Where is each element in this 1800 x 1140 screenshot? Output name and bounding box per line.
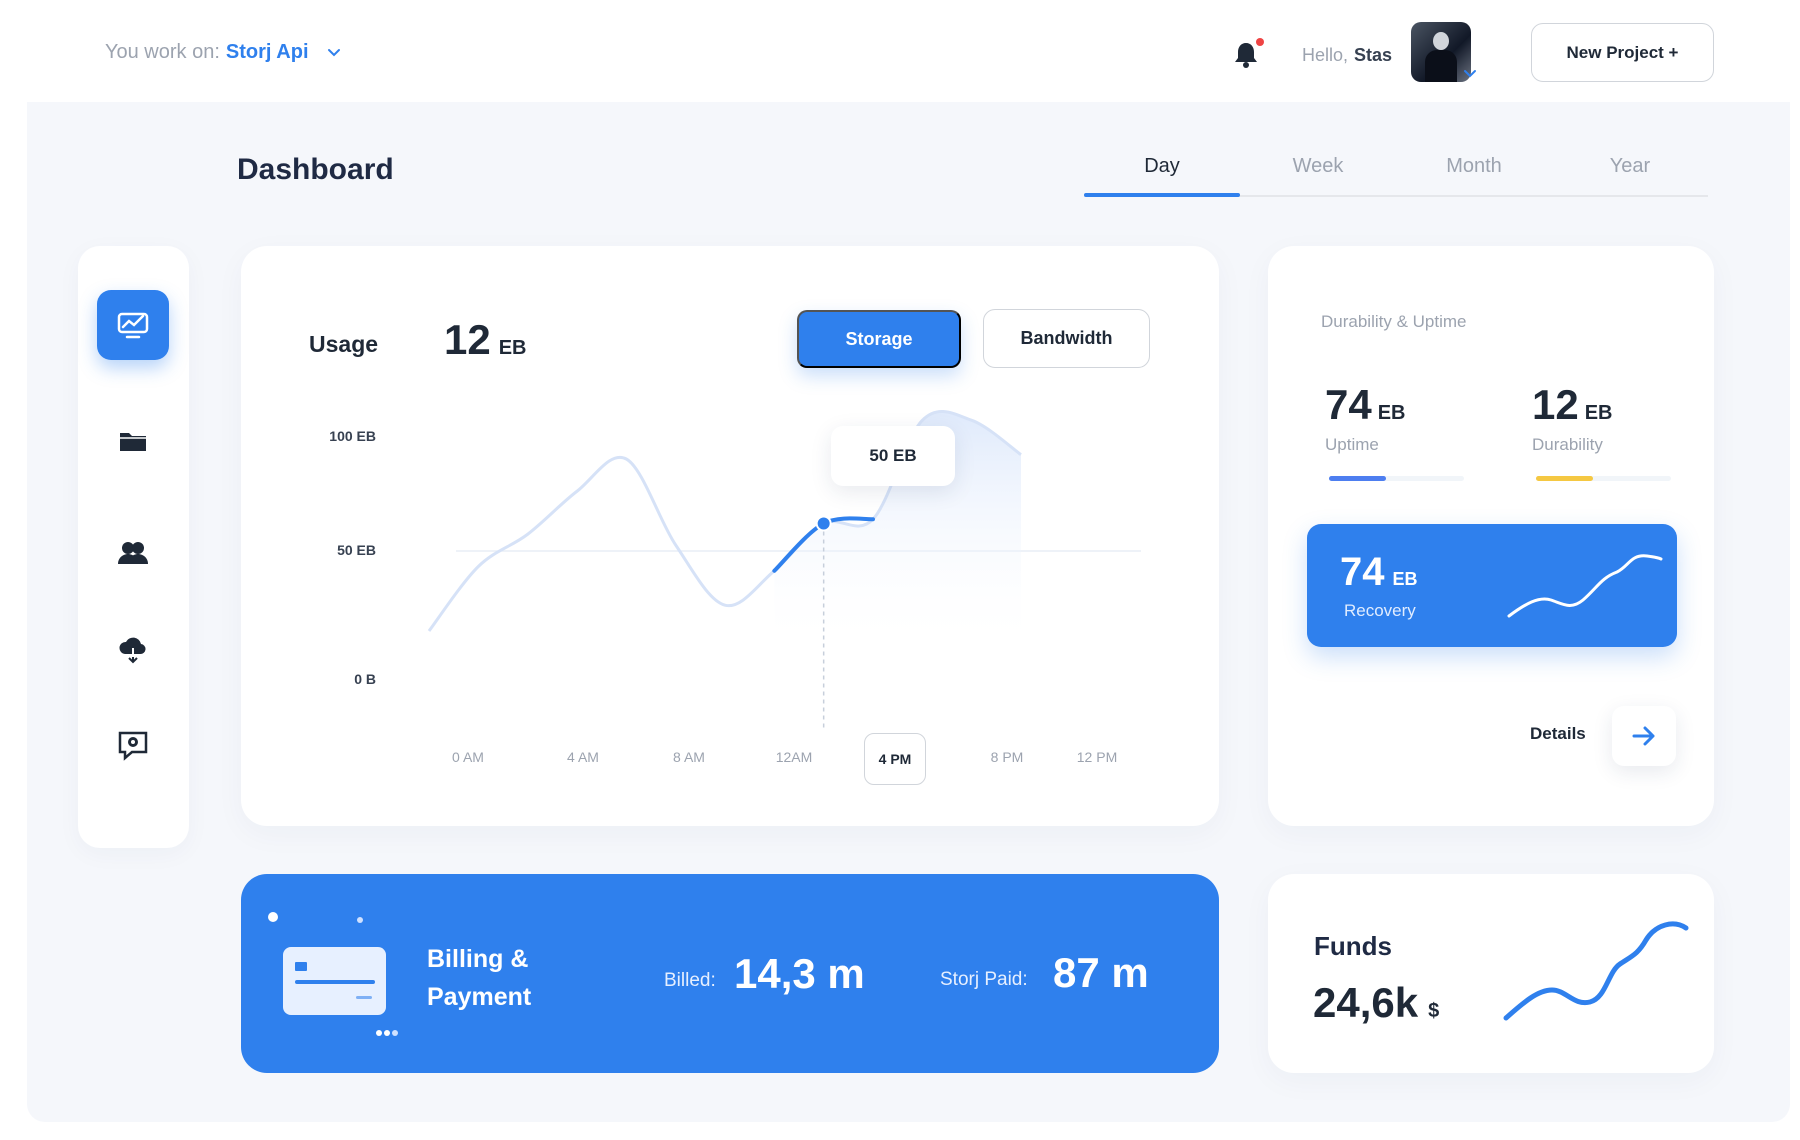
billed-value: 14,3 m: [734, 950, 865, 997]
usage-card: Usage 12 EB Storage Bandwidth 100 EB 50 E…: [241, 246, 1219, 826]
details-arrow-button[interactable]: [1612, 706, 1676, 766]
funds-title: Funds: [1314, 931, 1392, 961]
decor-dot: [268, 912, 278, 922]
x-tick-selected[interactable]: 4 PM: [864, 733, 926, 785]
cloud-upload-icon: [119, 637, 146, 664]
user-name: Stas: [1354, 45, 1393, 65]
project-name[interactable]: Storj Api: [225, 41, 309, 63]
arrow-right-icon: [1632, 726, 1655, 746]
chevron-down-icon[interactable]: [327, 46, 341, 60]
durability-progress: [1536, 476, 1671, 481]
usage-chart: [427, 410, 1141, 731]
funds-sparkline: [1503, 921, 1689, 1021]
y-tick-50: 50 EB: [337, 542, 376, 558]
uptime-unit: EB: [1377, 402, 1406, 424]
project-switcher[interactable]: You work on: Storj Api: [105, 41, 341, 64]
sidebar-item-upload[interactable]: [97, 614, 169, 684]
y-tick-0: 0 B: [354, 671, 376, 687]
durability-title: Durability & Uptime: [1321, 312, 1467, 331]
chart-icon: [117, 312, 149, 339]
durability-label: Durability: [1532, 435, 1603, 454]
storage-button[interactable]: Storage: [797, 310, 961, 368]
tab-day[interactable]: Day: [1084, 145, 1240, 197]
durability-value: 12: [1532, 381, 1579, 428]
highlight-point[interactable]: [815, 515, 832, 532]
work-on-label: You work on:: [105, 41, 220, 63]
folder-icon: [120, 433, 146, 451]
usage-area: [774, 411, 1021, 651]
greeting: Hello, Stas: [1302, 45, 1392, 66]
sidebar-item-users[interactable]: [97, 518, 169, 588]
chart-tooltip: 50 EB: [831, 426, 955, 486]
storj-paid-value: 87 m: [1053, 949, 1149, 996]
tab-year[interactable]: Year: [1609, 155, 1651, 177]
decor-dot: [376, 1030, 382, 1036]
y-tick-100: 100 EB: [329, 428, 376, 444]
tab-week[interactable]: Week: [1292, 155, 1344, 177]
period-tabs: Day Week Month Year: [1084, 145, 1708, 197]
x-tick: 8 PM: [990, 749, 1024, 765]
notification-dot: [1256, 38, 1264, 46]
top-bar: You work on: Storj Api Hello, Stas New Pr…: [0, 0, 1800, 102]
recovery-unit: EB: [1392, 569, 1418, 589]
sidebar-item-files[interactable]: [97, 406, 169, 476]
funds-card[interactable]: Funds 24,6k $: [1268, 874, 1714, 1073]
avatar-body: [1425, 50, 1457, 82]
decor-dot: [392, 1030, 398, 1036]
decor-dot: [384, 1030, 390, 1036]
funds-value: 24,6k $: [1313, 979, 1439, 1027]
usage-label: Usage: [309, 331, 379, 357]
bandwidth-button[interactable]: Bandwidth: [983, 309, 1150, 368]
billing-title: Billing & Payment: [427, 945, 532, 1011]
uptime-progress-fill: [1329, 476, 1386, 481]
durability-stat: 12 EB Durability: [1532, 381, 1613, 455]
recovery-sparkline: [1507, 554, 1663, 618]
x-tick: 12 PM: [1076, 749, 1118, 765]
details-link[interactable]: Details: [1530, 724, 1586, 743]
x-tick: 0 AM: [452, 749, 484, 765]
credit-card-icon: [283, 947, 386, 1015]
recovery-tile[interactable]: 74 EB Recovery: [1307, 524, 1677, 647]
avatar[interactable]: [1411, 22, 1471, 82]
tab-month[interactable]: Month: [1446, 155, 1502, 177]
settings-chat-icon: [118, 731, 148, 761]
sidebar-item-analytics[interactable]: [97, 290, 169, 360]
chevron-down-icon[interactable]: [1462, 68, 1478, 80]
greeting-label: Hello,: [1302, 45, 1349, 65]
funds-amount: 24,6k: [1313, 979, 1419, 1026]
sidebar-item-support-settings[interactable]: [97, 710, 169, 780]
recovery-label: Recovery: [1344, 601, 1416, 620]
billing-card[interactable]: Billing & Payment Billed: 14,3 m Storj P…: [241, 874, 1219, 1073]
uptime-progress: [1329, 476, 1464, 481]
bell-icon[interactable]: [1232, 38, 1264, 70]
x-tick: 8 AM: [673, 749, 705, 765]
funds-currency: $: [1428, 1000, 1440, 1022]
recovery-value: 74: [1340, 550, 1385, 594]
sidebar: [78, 246, 189, 848]
durability-card: Durability & Uptime 74 EB Uptime 12 EB Dur…: [1268, 246, 1714, 826]
page-title: Dashboard: [237, 153, 394, 186]
x-tick: 4 AM: [567, 749, 599, 765]
uptime-label: Uptime: [1325, 435, 1379, 454]
users-icon: [118, 542, 148, 564]
usage-value: 12 EB: [444, 316, 527, 364]
new-project-button[interactable]: New Project +: [1531, 23, 1714, 82]
storj-paid-label: Storj Paid:: [940, 969, 1028, 990]
usage-number: 12: [444, 316, 491, 363]
x-tick: 12AM: [775, 749, 813, 765]
billed-label: Billed:: [664, 970, 716, 991]
usage-unit: EB: [498, 337, 527, 359]
durability-unit: EB: [1584, 402, 1613, 424]
avatar-head: [1433, 32, 1449, 50]
decor-dot: [357, 917, 363, 923]
uptime-value: 74: [1325, 381, 1372, 428]
uptime-stat: 74 EB Uptime: [1325, 381, 1406, 455]
durability-progress-fill: [1536, 476, 1593, 481]
